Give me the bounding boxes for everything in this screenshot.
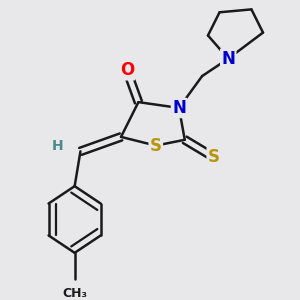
Text: CH₃: CH₃ xyxy=(62,287,87,300)
Text: H: H xyxy=(52,139,63,153)
Text: S: S xyxy=(208,148,220,166)
Text: O: O xyxy=(120,61,134,79)
Text: N: N xyxy=(221,50,235,68)
Text: S: S xyxy=(150,136,162,154)
Text: N: N xyxy=(172,99,186,117)
